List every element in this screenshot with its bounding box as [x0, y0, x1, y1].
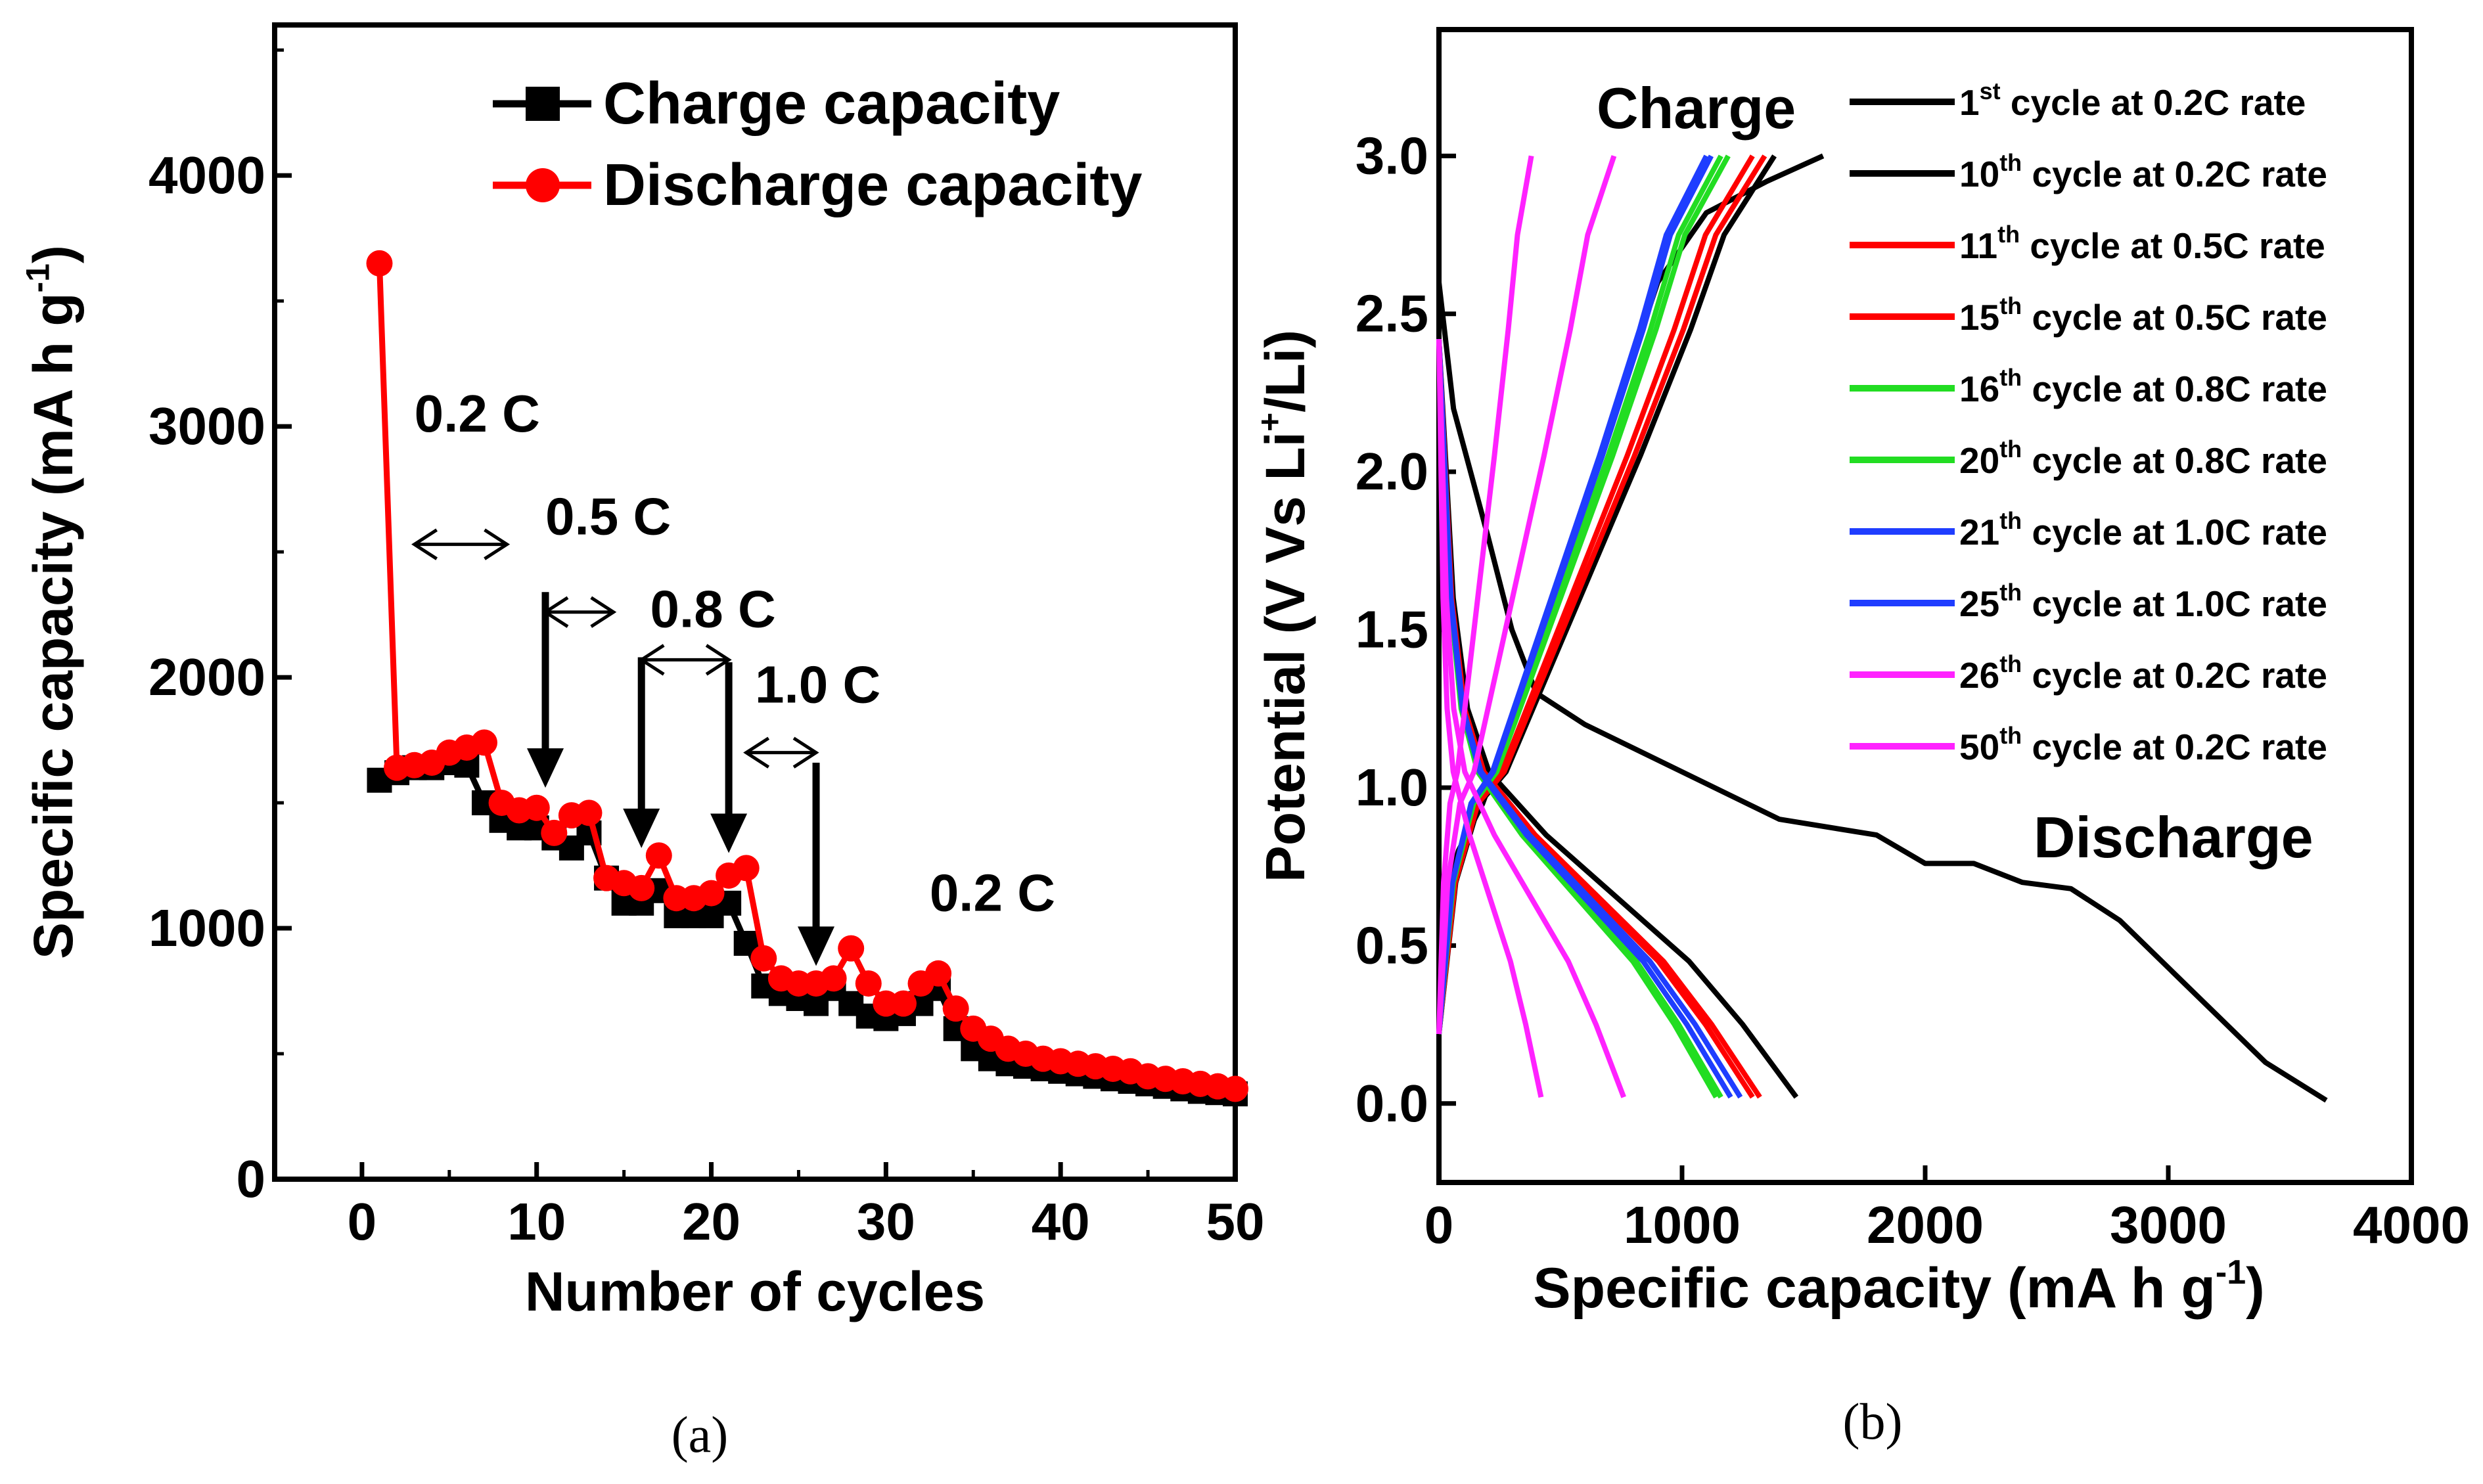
discharge-point: [576, 799, 603, 826]
range-arrow-head-left: [743, 736, 770, 769]
discharge-point: [698, 880, 725, 907]
x-tick-label-a: 0: [348, 1192, 377, 1251]
discharge-point: [541, 819, 568, 846]
down-arrow-head: [527, 748, 564, 788]
legend-label-b: 15th cycle at 0.5C rate: [1959, 292, 2327, 338]
x-tick-label-b: 0: [1424, 1196, 1454, 1254]
legend-label-b: 21th cycle at 1.0C rate: [1959, 507, 2327, 552]
rate-annotation: 1.0 C: [755, 655, 880, 713]
discharge-point: [890, 990, 917, 1017]
discharge-curve-10: [1436, 339, 1544, 1098]
charge-curve-8: [1436, 154, 1709, 1035]
discharge-point: [628, 874, 655, 901]
plot-frame-a: [272, 22, 1238, 1182]
y-axis-label-b: Potential (V Vs Li+/Li): [1252, 330, 1316, 882]
x-tick-label-b: 3000: [2110, 1196, 2227, 1254]
legend-label-b: 1st cycle at 0.2C rate: [1959, 78, 2306, 123]
legend-marker-circle: [526, 168, 560, 202]
x-tick-label-b: 2000: [1867, 1196, 1984, 1254]
y-tick-label-b: 2.0: [1355, 442, 1428, 501]
discharge-point: [366, 250, 393, 277]
discharge-point: [942, 995, 969, 1022]
x-tick-label-b: 1000: [1624, 1196, 1741, 1254]
discharge-point: [645, 842, 672, 869]
rate-annotation: 0.2 C: [930, 863, 1055, 922]
legend-label-b: 11th cycle at 0.5C rate: [1959, 221, 2325, 266]
discharge-point: [855, 970, 882, 997]
y-tick-label-a: 2000: [148, 648, 265, 706]
x-tick-label-a: 40: [1032, 1192, 1090, 1251]
x-tick-label-a: 50: [1206, 1192, 1265, 1251]
discharge-point: [925, 960, 952, 987]
rate-annotation: 0.8 C: [650, 580, 776, 639]
caption-b: (b): [1843, 1393, 1903, 1450]
x-tick-label-a: 20: [682, 1192, 740, 1251]
legend-label-b: 26th cycle at 0.2C rate: [1959, 650, 2327, 696]
down-arrow-head: [710, 813, 748, 853]
discharge-point: [523, 794, 550, 821]
range-arrow-head-left: [411, 528, 438, 560]
y-tick-label-a: 3000: [148, 397, 265, 455]
range-arrow-head-right: [705, 644, 732, 676]
legend-label-b: 16th cycle at 0.8C rate: [1959, 364, 2327, 409]
range-arrow-head-right: [792, 736, 819, 769]
legend-marker-square: [526, 87, 560, 121]
range-arrow-head-right: [590, 596, 617, 628]
legend-label-b: 50th cycle at 0.2C rate: [1959, 722, 2327, 767]
discharge-point: [750, 945, 777, 972]
charge-curve-10: [1436, 155, 1534, 1035]
x-axis-label-b: Specific capacity (mA h g-1): [1533, 1253, 2265, 1320]
charge-curve-9: [1436, 155, 1617, 1035]
discharge-curve-8: [1436, 339, 1733, 1099]
discharge-point: [820, 965, 847, 992]
y-tick-label-a: 4000: [148, 146, 265, 204]
range-arrow-head-right: [484, 528, 511, 560]
x-axis-label-a: Number of cycles: [525, 1261, 985, 1322]
y-tick-label-b: 0.0: [1355, 1074, 1428, 1133]
legend-label-a: Discharge capacity: [603, 152, 1142, 218]
discharge-curve-9: [1436, 339, 1626, 1098]
panel-a-chart: 0 10 20 30 40 50 0 1000 2000 3000 4000 Number of cy…: [20, 22, 1265, 1322]
y-tick-label-b: 2.5: [1355, 284, 1428, 343]
x-tick-label-a: 10: [507, 1192, 566, 1251]
discharge-point: [1222, 1075, 1248, 1102]
discharge-point: [470, 729, 497, 756]
y-tick-label-b: 0.5: [1355, 916, 1428, 974]
rate-annotation: 0.2 C: [415, 384, 540, 443]
down-arrow-head: [798, 926, 835, 966]
y-tick-label-b: 3.0: [1355, 126, 1428, 185]
y-tick-label-a: 1000: [148, 899, 265, 957]
y-tick-label-a: 0: [237, 1150, 266, 1208]
x-tick-label-b: 4000: [2353, 1196, 2470, 1254]
legend-label-a: Charge capacity: [603, 71, 1060, 137]
y-axis-label-a: Specific capacity (mA h g-1): [20, 245, 84, 959]
y-tick-label-b: 1.0: [1355, 758, 1428, 817]
y-tick-label-b: 1.5: [1355, 600, 1428, 659]
legend-label-b: 20th cycle at 0.8C rate: [1959, 436, 2327, 481]
discharge-point: [733, 855, 760, 882]
discharge-text: Discharge: [2034, 805, 2313, 870]
down-arrow-head: [623, 808, 660, 848]
legend-label-b: 25th cycle at 1.0C rate: [1959, 579, 2327, 624]
caption-a: (a): [672, 1406, 729, 1463]
panel-b-chart: 0 1000 2000 3000 4000 0.0 0.5 1.0 1.5 2.0 2.5 3.0 Sp…: [1252, 27, 2470, 1320]
x-tick-label-a: 30: [857, 1192, 915, 1251]
discharge-point: [838, 935, 865, 962]
legend-label-b: 10th cycle at 0.2C rate: [1959, 149, 2327, 194]
rate-annotation: 0.5 C: [545, 487, 671, 545]
charge-text: Charge: [1597, 76, 1796, 141]
